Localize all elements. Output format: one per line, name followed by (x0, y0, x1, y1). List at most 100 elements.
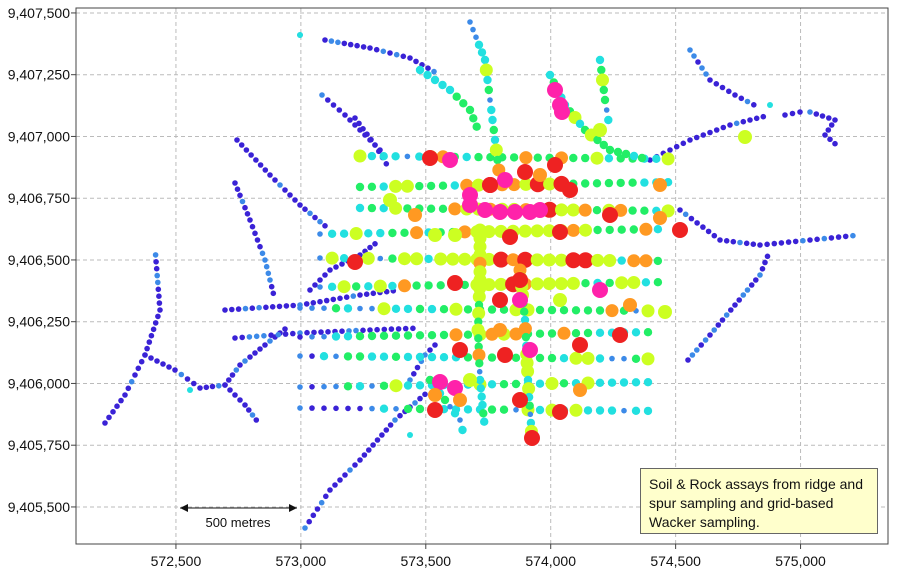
sample-point (530, 253, 544, 267)
sample-point (603, 254, 617, 267)
sample-point (410, 252, 424, 266)
sample-point (368, 136, 374, 143)
sample-point (562, 182, 578, 198)
sample-point (307, 210, 313, 217)
sample-point (234, 137, 240, 143)
sample-point (360, 327, 366, 334)
sample-point (595, 55, 605, 65)
sample-point (682, 211, 689, 218)
sample-point (694, 347, 700, 353)
axis-labels: 572,500 573,000 573,500 574,000 574,500 575,0… (8, 5, 826, 569)
sample-point (477, 392, 486, 401)
sample-point (506, 253, 520, 267)
sample-point (360, 44, 367, 50)
sample-point (303, 301, 310, 307)
sample-point (527, 411, 534, 418)
sample-point (569, 153, 578, 163)
sample-point (226, 377, 232, 383)
sample-point (596, 73, 609, 87)
sample-point (265, 270, 272, 277)
sample-point (262, 342, 268, 348)
sample-point (705, 228, 712, 235)
sample-point (723, 312, 730, 318)
sample-point (242, 204, 248, 211)
sample-point (640, 178, 649, 187)
sample-point (447, 275, 463, 291)
sample-point (439, 353, 449, 362)
sample-point (489, 143, 503, 157)
sample-point (695, 59, 701, 65)
sample-point (472, 122, 481, 131)
sample-point (102, 420, 108, 426)
sample-point (643, 406, 653, 416)
sample-point (319, 92, 325, 98)
sample-point (249, 412, 256, 418)
sample-point (591, 253, 605, 267)
sample-point (152, 320, 159, 326)
sample-point (337, 477, 343, 483)
sample-point (153, 259, 159, 265)
sample-point (629, 151, 639, 161)
sample-point (297, 405, 303, 411)
sample-point (410, 226, 424, 240)
sample-points (102, 19, 856, 531)
sample-point (118, 397, 124, 404)
sample-point (331, 332, 341, 341)
sample-point (643, 328, 653, 337)
sample-point (343, 352, 353, 361)
sample-point (832, 140, 838, 147)
sample-point (559, 354, 569, 363)
sample-point (197, 385, 203, 391)
sample-point (719, 84, 726, 91)
sample-point (438, 80, 447, 90)
sample-point (374, 437, 381, 443)
sample-point (253, 417, 260, 423)
sample-point (355, 203, 365, 213)
sample-point (623, 298, 637, 312)
sample-point (605, 225, 614, 235)
sample-point (400, 228, 409, 237)
sample-point (347, 41, 354, 48)
sample-point (667, 147, 673, 153)
sample-point (275, 331, 282, 338)
sample-point (493, 251, 509, 268)
scale-bar: 500 metres (180, 504, 297, 530)
sample-point (715, 322, 722, 328)
sample-point (352, 462, 358, 468)
sample-point (559, 306, 569, 315)
sample-point (607, 406, 617, 415)
sample-point (557, 326, 571, 340)
sample-point (373, 46, 380, 53)
sample-point (764, 253, 771, 260)
sample-point (352, 115, 358, 121)
sample-point (415, 65, 425, 75)
sample-point (407, 432, 413, 438)
sample-point (590, 151, 604, 165)
sample-point (355, 332, 365, 341)
sample-point (592, 179, 602, 188)
sample-point (631, 406, 641, 415)
sample-point (639, 254, 653, 268)
sample-point (807, 109, 813, 115)
sample-point (263, 304, 269, 311)
sample-point (128, 378, 135, 385)
sample-point (319, 352, 329, 361)
sample-point (427, 402, 443, 418)
sample-point (330, 296, 337, 303)
sample-point (328, 38, 335, 44)
sample-point (355, 382, 365, 391)
sample-point (499, 405, 509, 414)
sample-point (479, 63, 493, 77)
sample-point (554, 253, 568, 267)
sample-point (132, 372, 138, 378)
sample-point (814, 236, 820, 243)
sample-point (639, 222, 653, 236)
sample-point (599, 140, 608, 150)
sample-point (728, 307, 734, 313)
sample-point (828, 235, 835, 241)
sample-point (297, 305, 303, 311)
sample-point (578, 203, 592, 217)
sample-point (778, 240, 785, 246)
sample-point (478, 400, 487, 410)
sample-point (535, 405, 545, 415)
